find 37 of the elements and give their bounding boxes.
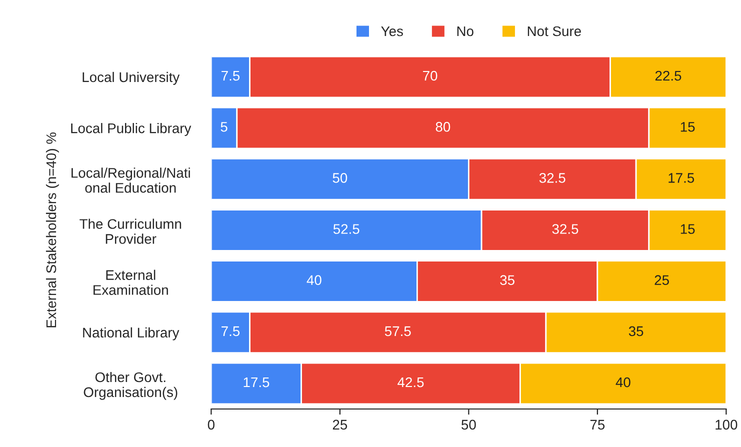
- data-label: 42.5: [398, 377, 424, 388]
- data-label: 7.5: [222, 326, 240, 336]
- y-tick-label: Local Public Library: [71, 123, 192, 136]
- data-label: 40: [616, 377, 630, 388]
- y-tick-label: External Examination: [94, 270, 168, 295]
- y-tick-label: The Curriculumn Provider: [80, 218, 182, 244]
- data-label: 70: [423, 70, 438, 81]
- data-label: 5: [220, 122, 228, 132]
- legend-label: Yes: [381, 26, 403, 36]
- data-label: 17.5: [668, 173, 694, 183]
- y-axis-title: External Stakeholders (n=40) %: [46, 132, 59, 328]
- legend-label: Not Sure: [528, 26, 581, 36]
- data-label: 15: [680, 224, 695, 234]
- y-tick-label: Other Govt. Organisation(s): [84, 372, 178, 400]
- data-label: 15: [680, 122, 695, 132]
- legend-label: No: [457, 26, 474, 36]
- data-label: 80: [436, 122, 450, 132]
- data-label: 57.5: [384, 326, 411, 336]
- data-label: 50: [332, 173, 348, 183]
- data-label: 35: [628, 326, 644, 336]
- x-tick-label: 0: [208, 420, 215, 430]
- x-tick-label: 25: [332, 420, 348, 430]
- data-label: 32.5: [539, 173, 566, 183]
- data-label: 22.5: [655, 70, 682, 81]
- data-label: 32.5: [552, 224, 578, 234]
- x-tick-label: 75: [590, 420, 605, 430]
- data-label: 7.5: [222, 70, 240, 81]
- y-tick-label: Local/Regional/Nati onal Education: [72, 168, 190, 193]
- data-label: 52.5: [333, 224, 360, 234]
- y-tick-label: National Library: [83, 327, 180, 340]
- x-tick-label: 50: [462, 420, 476, 430]
- y-tick-label: Local University: [82, 72, 180, 85]
- data-label: 40: [306, 275, 322, 286]
- x-tick-label: 100: [716, 420, 738, 430]
- data-label: 25: [654, 275, 669, 286]
- data-label: 35: [500, 275, 514, 286]
- data-label: 17.5: [244, 378, 270, 388]
